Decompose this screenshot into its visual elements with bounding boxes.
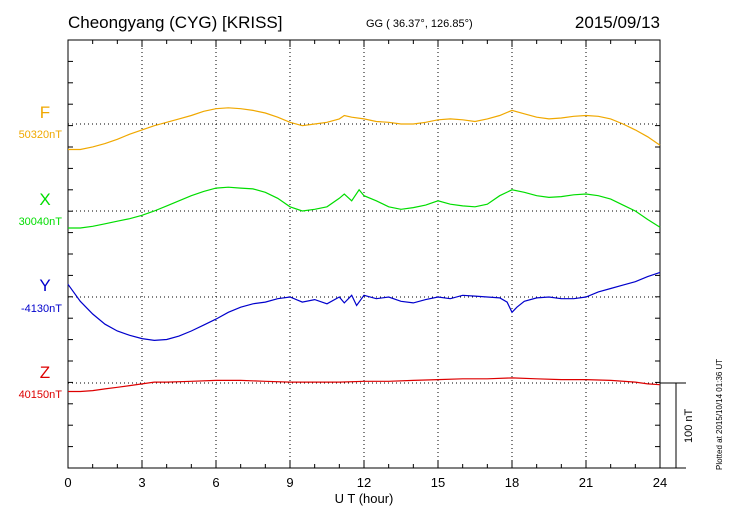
series-f-baseline: 50320nT [19,129,63,141]
x-tick-label: 6 [212,475,219,490]
series-x-line [68,186,661,229]
series-y-line [67,271,661,342]
series-y-baseline: -4130nT [21,303,62,315]
x-tick-label: 21 [579,475,593,490]
coordinates-label: GG ( 36.37°, 126.85°) [366,18,473,30]
x-tick-label: 0 [64,475,71,490]
plotted-note: Plotted at 2015/10/14 01:36 UT [715,359,724,470]
x-tick-label: 24 [653,475,667,490]
series-f-name: F [40,103,50,122]
series-z-baseline: 40150nT [19,389,63,401]
series-x-baseline: 30040nT [19,216,63,228]
x-tick-label: 3 [138,475,145,490]
series-f-line [68,107,661,151]
x-tick-label: 12 [357,475,371,490]
series-labels: F 50320nT X 30040nT Y -4130nT Z 40150nT [19,103,63,401]
series-y-name: Y [39,276,50,295]
date-label: 2015/09/13 [575,13,660,32]
series-z-name: Z [40,363,50,382]
grid [68,40,660,468]
x-tick-label: 15 [431,475,445,490]
series-group [67,107,661,393]
station-title: Cheongyang (CYG) [KRISS] [68,13,282,32]
x-axis-label: U T (hour) [335,491,394,506]
scale-bar: 100 nT [660,382,695,469]
scale-bar-label: 100 nT [683,408,695,443]
series-x-name: X [39,190,50,209]
axis-ticks: 0 3 6 9 12 15 18 21 24 [64,39,667,490]
series-z-line [68,377,661,393]
x-tick-label: 9 [286,475,293,490]
x-tick-label: 18 [505,475,519,490]
